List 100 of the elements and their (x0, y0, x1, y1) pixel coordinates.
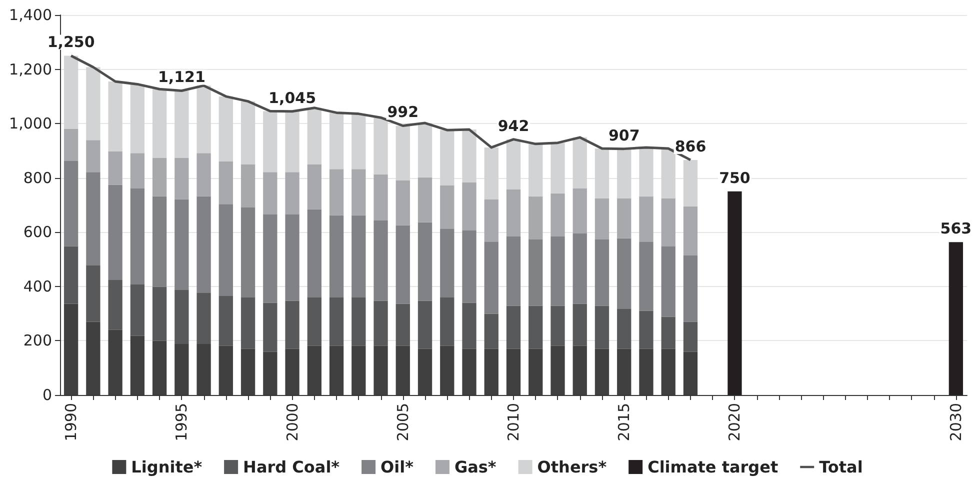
y-tick-label: 200 (23, 332, 52, 350)
bar (374, 174, 388, 220)
bar (152, 286, 167, 341)
bar (594, 306, 610, 349)
bar (108, 330, 122, 395)
bar (108, 82, 122, 152)
y-tick-label: 1,200 (9, 60, 52, 78)
bar (196, 344, 211, 395)
bar (418, 177, 432, 222)
bar (440, 228, 454, 298)
bar (352, 169, 366, 216)
bar (661, 198, 676, 247)
bar (329, 346, 344, 395)
bar (285, 111, 300, 172)
y-tick-label: 400 (23, 277, 52, 296)
bar (130, 153, 145, 188)
bar (528, 239, 543, 306)
x-tick-label: 2015 (615, 403, 634, 442)
bar (86, 67, 100, 140)
bar (307, 298, 322, 346)
bar (285, 300, 300, 349)
bar (352, 114, 366, 170)
y-tick-label: 1,400 (9, 6, 52, 24)
bar (86, 140, 100, 172)
bar (240, 164, 256, 208)
bar (218, 204, 233, 296)
bar (683, 322, 698, 352)
bar (64, 56, 78, 129)
legend-label: Total (819, 458, 863, 476)
bar (948, 242, 964, 395)
bar (152, 340, 167, 395)
data-label: 866 (674, 137, 706, 156)
bar (263, 111, 278, 172)
bar (329, 112, 344, 170)
bar (263, 352, 278, 395)
data-label: 907 (608, 126, 640, 144)
bar (218, 296, 233, 346)
bar (196, 196, 211, 293)
bar (440, 346, 454, 395)
bar (462, 230, 476, 303)
legend-label: Lignite* (131, 458, 203, 476)
bar (352, 215, 366, 298)
bar (572, 346, 587, 395)
x-tick-label: 2010 (504, 403, 522, 442)
bar (506, 189, 521, 236)
bar (506, 306, 521, 349)
bar (218, 346, 233, 395)
bar (64, 128, 78, 162)
bar (661, 348, 676, 395)
data-label: 750 (719, 168, 750, 187)
legend-label: Oil* (380, 458, 414, 476)
bar (440, 185, 454, 229)
bar (550, 346, 565, 395)
data-label: 1,045 (268, 88, 316, 107)
bar (307, 346, 322, 395)
bar (130, 284, 145, 336)
bar (307, 108, 322, 164)
bar (728, 191, 742, 395)
bar (396, 126, 410, 180)
bar (528, 196, 543, 240)
bar (240, 298, 256, 349)
bar (594, 198, 610, 240)
bar (86, 266, 100, 322)
bar (218, 161, 233, 204)
data-label: 1,250 (47, 33, 95, 52)
bar (307, 164, 322, 210)
bar (174, 344, 189, 395)
x-tick-label: 2030 (946, 403, 965, 442)
bar (683, 352, 698, 395)
bar (683, 255, 698, 322)
bar (285, 214, 300, 301)
bar (594, 148, 610, 198)
bar (196, 153, 211, 196)
bar (64, 304, 78, 395)
bar (108, 280, 122, 330)
bar (285, 348, 300, 395)
bar (683, 206, 698, 256)
bar (572, 137, 587, 188)
bar (396, 304, 410, 346)
bar (528, 348, 543, 395)
bar (418, 222, 432, 301)
bar (130, 188, 145, 285)
bar (152, 196, 167, 287)
bar (484, 314, 498, 349)
bar (174, 90, 189, 158)
bar (263, 302, 278, 352)
data-label: 1,121 (158, 68, 206, 86)
bar (374, 300, 388, 346)
bar (374, 220, 388, 301)
bar (506, 348, 521, 395)
bar (440, 130, 454, 186)
bar (86, 322, 100, 395)
bar (550, 142, 565, 194)
bar (218, 96, 233, 162)
x-tick-label: 2000 (283, 403, 302, 442)
bar (528, 144, 543, 196)
bar (506, 139, 521, 190)
bar (174, 290, 189, 344)
bar (174, 199, 189, 290)
bar (617, 308, 632, 349)
